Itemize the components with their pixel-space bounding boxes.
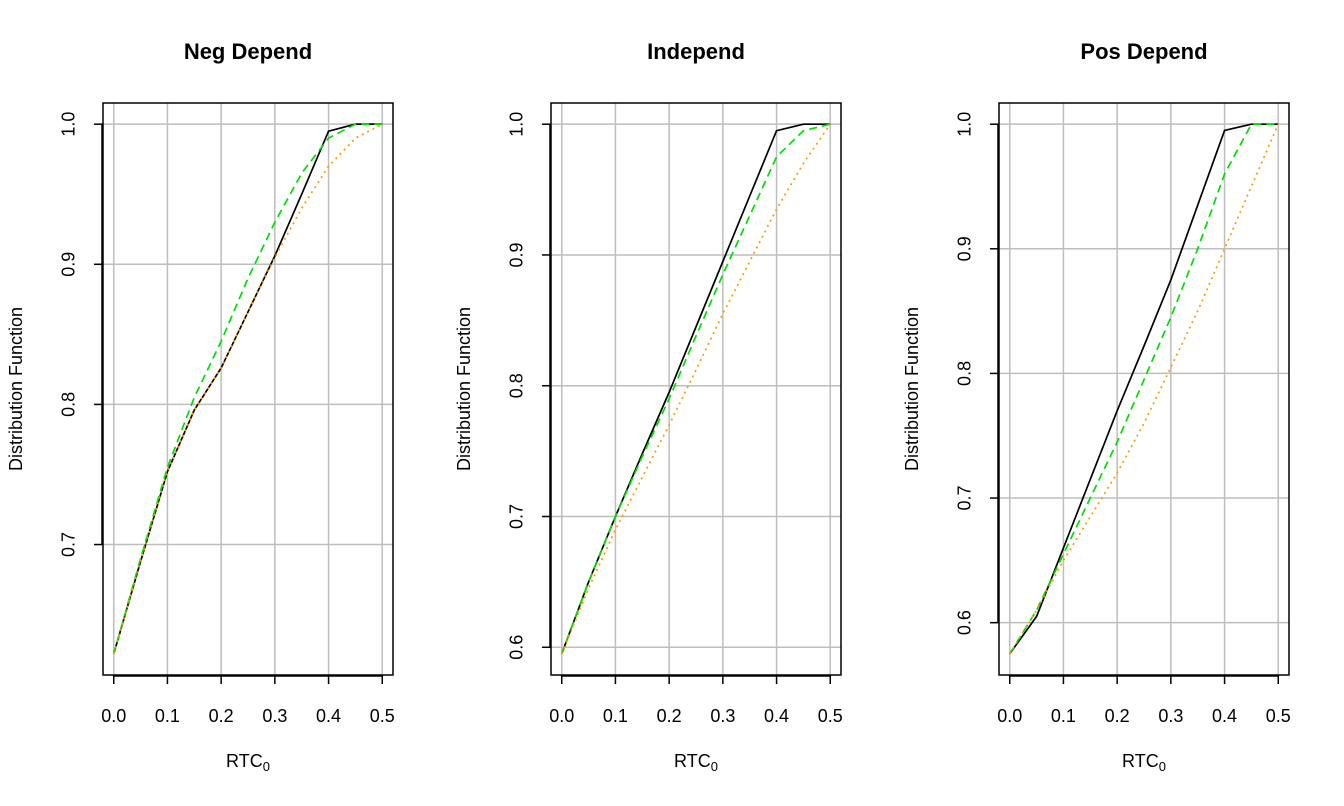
series-line [560, 123, 831, 655]
x-tick-label: 0.2 [209, 706, 234, 726]
x-tick-label: 0.5 [370, 706, 395, 726]
y-tick-label: 1.0 [955, 112, 975, 137]
y-tick-label: 0.9 [955, 236, 975, 261]
y-axis-label: Distribution Function [454, 307, 474, 471]
x-tick-label: 0.2 [1105, 706, 1130, 726]
y-axis-label: Distribution Function [6, 307, 26, 471]
x-tick-label: 0.0 [549, 706, 574, 726]
x-tick-label: 0.3 [1158, 706, 1183, 726]
plot-frame [102, 102, 394, 676]
x-tick-label: 0.4 [764, 706, 789, 726]
x-tick-label: 0.1 [155, 706, 180, 726]
y-tick-label: 0.8 [59, 392, 79, 417]
y-tick-label: 0.6 [507, 635, 527, 660]
y-tick-label: 0.9 [59, 252, 79, 277]
series-line [1009, 123, 1280, 655]
series-line [112, 123, 383, 655]
x-tick-label: 0.3 [262, 706, 287, 726]
x-tick-label: 0.3 [710, 706, 735, 726]
x-axis-label: RTC0 [674, 751, 718, 775]
x-axis-label-subscript: 0 [263, 759, 270, 774]
x-axis-label-subscript: 0 [711, 759, 718, 774]
y-tick-label: 1.0 [507, 112, 527, 137]
y-axis-label: Distribution Function [902, 307, 922, 471]
y-tick-label: 0.7 [59, 532, 79, 557]
series-line [112, 123, 383, 655]
y-tick-label: 0.7 [507, 504, 527, 529]
x-tick-label: 0.0 [101, 706, 126, 726]
x-tick-label: 0.4 [1212, 706, 1237, 726]
x-tick-label: 0.0 [997, 706, 1022, 726]
y-tick-label: 1.0 [59, 112, 79, 137]
x-axis-label-text: RTC [1122, 751, 1159, 771]
chart-title: Neg Depend [184, 39, 312, 64]
x-axis-label: RTC0 [1122, 751, 1166, 775]
x-tick-label: 0.2 [657, 706, 682, 726]
y-tick-label: 0.8 [507, 373, 527, 398]
x-axis-label-text: RTC [226, 751, 263, 771]
series-line [560, 123, 831, 655]
x-tick-label: 0.1 [603, 706, 628, 726]
x-axis-label: RTC0 [226, 751, 270, 775]
x-tick-label: 0.1 [1051, 706, 1076, 726]
series-line [1009, 123, 1279, 655]
x-axis-label-text: RTC [674, 751, 711, 771]
x-tick-label: 0.5 [1266, 706, 1291, 726]
series-line [560, 123, 831, 655]
plot-frame [998, 102, 1290, 676]
y-tick-label: 0.7 [955, 486, 975, 511]
x-tick-label: 0.5 [818, 706, 843, 726]
series-line [112, 123, 383, 655]
chart-title: Pos Depend [1080, 39, 1207, 64]
chart-title: Independ [647, 39, 745, 64]
y-tick-label: 0.6 [955, 610, 975, 635]
series-line [1009, 123, 1279, 655]
x-axis-label-subscript: 0 [1159, 759, 1166, 774]
y-tick-label: 0.9 [507, 242, 527, 267]
y-tick-label: 0.8 [955, 361, 975, 386]
x-tick-label: 0.4 [316, 706, 341, 726]
plot-frame [550, 102, 842, 676]
